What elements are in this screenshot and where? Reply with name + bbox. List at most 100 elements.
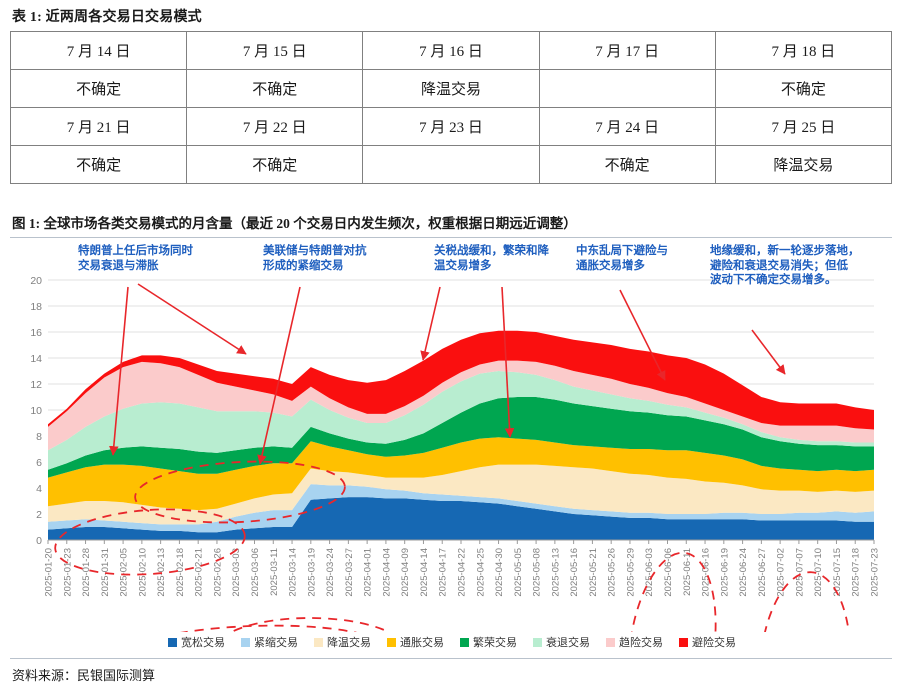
table-cell-pattern: 不确定 — [538, 145, 716, 184]
annotation-arrow-5 — [501, 286, 515, 438]
x-axis-tick-label: 2025-02-10 — [137, 548, 148, 597]
x-axis-tick-label: 2025-01-20 — [44, 548, 55, 597]
legend-label: 通胀交易 — [400, 637, 444, 649]
area-series-7 — [48, 360, 874, 451]
x-axis-tick-label: 2025-02-21 — [194, 548, 205, 597]
table-cell-date: 7 月 24 日 — [538, 107, 716, 146]
highlight-ellipse-4 — [229, 617, 391, 632]
table-cell-date: 7 月 17 日 — [538, 31, 716, 70]
table-cell-pattern: 不确定 — [9, 69, 188, 108]
chart-legend: 宽松交易 紧缩交易 降温交易 通胀交易 繁荣交易 衰退交易 趋险交易 避险交易 — [10, 634, 894, 650]
highlight-ellipse-8 — [758, 571, 852, 632]
legend-item-7[interactable]: 趋险交易 — [606, 634, 663, 650]
table1-caption: 表 1: 近两周各交易日交易模式 — [12, 10, 202, 25]
x-axis-tick-label: 2025-05-05 — [513, 548, 524, 597]
y-axis-tick-label: 4 — [36, 483, 42, 495]
x-axis-tick-label: 2025-03-03 — [231, 548, 242, 597]
highlight-ellipse-2 — [134, 460, 346, 524]
table-cell-pattern: 不确定 — [186, 69, 364, 108]
x-axis-tick-label: 2025-04-09 — [400, 548, 411, 597]
legend-swatch-icon — [241, 637, 250, 647]
y-axis-tick-label: 18 — [30, 301, 42, 313]
chart-annotation-2: 美联储与特朗普对抗 形成的紧缩交易 — [263, 245, 367, 272]
table-cell-pattern: 繁荣交易 — [362, 145, 540, 184]
x-axis-tick-label: 2025-03-14 — [288, 548, 299, 597]
figure1-rule — [10, 237, 892, 238]
legend-label: 降温交易 — [327, 637, 371, 649]
chart-annotation-3: 关税战缓和，繁荣和降 温交易增多 — [434, 245, 549, 272]
x-axis-tick-label: 2025-07-15 — [832, 548, 843, 597]
y-axis-tick-label: 12 — [30, 379, 42, 391]
table-cell-pattern: 不确定 — [186, 145, 364, 184]
x-axis-tick-label: 2025-04-01 — [363, 548, 374, 597]
y-axis-tick-label: 16 — [30, 327, 42, 339]
legend-label: 紧缩交易 — [254, 637, 298, 649]
x-axis-tick-label: 2025-06-27 — [757, 548, 768, 597]
legend-label: 繁荣交易 — [473, 637, 517, 649]
table-row: 不确定 不确定 降温交易 繁荣交易 不确定 — [9, 69, 893, 108]
legend-item-3[interactable]: 降温交易 — [314, 634, 371, 650]
chart-annotation-5: 地缘缓和，新一轮逐步落地， 避险和衰退交易消失；但低 波动下不确定交易增多。 — [710, 245, 860, 287]
legend-label: 宽松交易 — [181, 637, 225, 649]
chart-annotation-4: 中东乱局下避险与 通胀交易增多 — [576, 245, 668, 272]
table-cell-date: 7 月 21 日 — [9, 107, 188, 146]
table-cell-pattern: 降温交易 — [362, 69, 540, 108]
table-cell-pattern: 降温交易 — [714, 145, 893, 184]
x-axis-tick-label: 2025-05-26 — [607, 548, 618, 597]
y-axis-tick-label: 8 — [36, 431, 42, 443]
x-axis-tick-label: 2025-05-08 — [532, 548, 543, 597]
x-axis-tick-label: 2025-06-03 — [644, 548, 655, 597]
x-axis-tick-label: 2025-02-18 — [175, 548, 186, 597]
y-axis-tick-label: 6 — [36, 457, 42, 469]
highlight-ellipse-3 — [122, 624, 384, 632]
legend-item-2[interactable]: 紧缩交易 — [241, 634, 298, 650]
x-axis-tick-label: 2025-06-19 — [719, 548, 730, 597]
table-cell-pattern: 繁荣交易 — [538, 69, 716, 108]
x-axis-tick-label: 2025-04-17 — [438, 548, 449, 597]
x-axis-tick-label: 2025-05-21 — [588, 548, 599, 597]
legend-item-5[interactable]: 繁荣交易 — [460, 634, 517, 650]
x-axis-tick-label: 2025-07-23 — [870, 548, 881, 597]
annotation-arrow-1 — [109, 286, 129, 456]
legend-swatch-icon — [168, 637, 177, 647]
annotation-arrow-7 — [751, 329, 786, 375]
x-axis-tick-label: 2025-06-24 — [738, 548, 749, 597]
x-axis-tick-label: 2025-05-29 — [625, 548, 636, 597]
legend-item-4[interactable]: 通胀交易 — [387, 634, 444, 650]
x-axis-tick-label: 2025-03-19 — [306, 548, 317, 597]
legend-swatch-icon — [387, 637, 396, 647]
x-axis-tick-label: 2025-03-27 — [344, 548, 355, 597]
legend-label: 趋险交易 — [619, 637, 663, 649]
legend-swatch-icon — [460, 637, 469, 647]
legend-item-6[interactable]: 衰退交易 — [533, 634, 590, 650]
x-axis-tick-label: 2025-04-04 — [381, 548, 392, 597]
legend-swatch-icon — [314, 637, 323, 647]
x-axis-tick-label: 2025-04-22 — [457, 548, 468, 597]
area-series-3 — [48, 464, 874, 525]
y-axis-tick-label: 14 — [30, 353, 42, 365]
chart-canvas: 0 2 4 6 8 10 12 14 16 18 20 2025-01-20 2025-01-23 202… — [30, 275, 881, 632]
x-axis-tick-label: 2025-05-16 — [569, 548, 580, 597]
table-cell-date: 7 月 15 日 — [186, 31, 364, 70]
legend-swatch-icon — [679, 637, 688, 647]
highlight-ellipse-1 — [54, 508, 246, 576]
x-axis-tick-label: 2025-03-24 — [325, 548, 336, 597]
table-cell-pattern: 不确定 — [9, 145, 188, 184]
x-axis-tick-label: 2025-01-28 — [81, 548, 92, 597]
area-series-1 — [48, 497, 874, 540]
table-cell-date: 7 月 23 日 — [362, 107, 540, 146]
legend-item-1[interactable]: 宽松交易 — [168, 634, 225, 650]
x-axis-tick-label: 2025-07-02 — [776, 548, 787, 597]
x-axis-tick-label: 2025-02-26 — [212, 548, 223, 597]
legend-item-8[interactable]: 避险交易 — [679, 634, 736, 650]
figure1-caption: 图 1: 全球市场各类交易模式的月含量（最近 20 个交易日内发生频次，权重根据… — [12, 216, 577, 231]
annotation-arrow-2 — [137, 283, 247, 355]
x-axis-tick-label: 2025-03-11 — [269, 548, 280, 596]
x-axis-tick-label: 2025-07-10 — [813, 548, 824, 597]
legend-swatch-icon — [533, 637, 542, 647]
stacked-area-chart: 0 2 4 6 8 10 12 14 16 18 20 2025-01-20 2025-01-23 202… — [10, 242, 892, 632]
table-cell-date: 7 月 25 日 — [714, 107, 893, 146]
